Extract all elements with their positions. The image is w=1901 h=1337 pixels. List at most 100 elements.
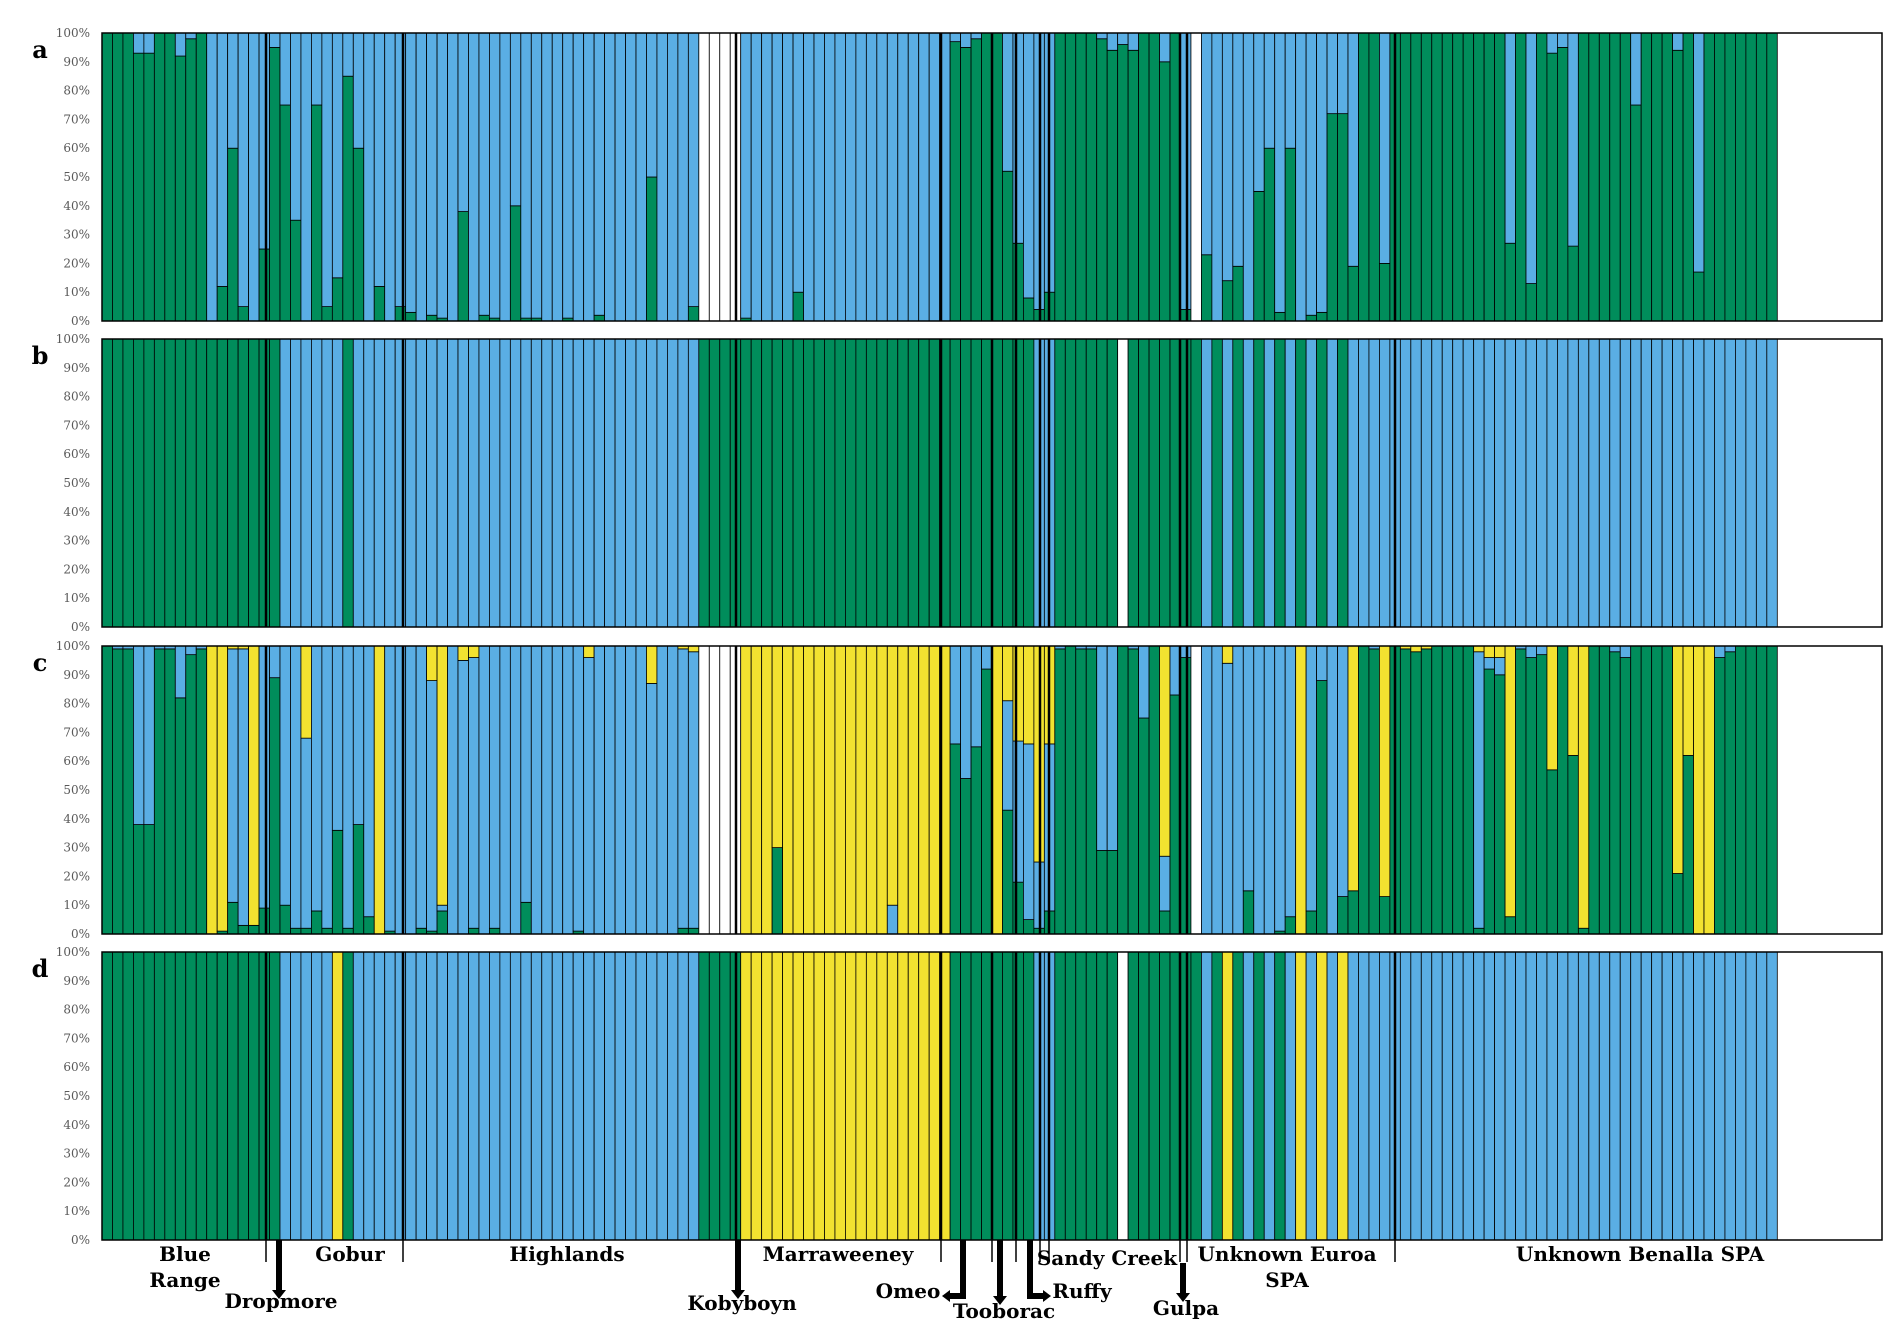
- bar-segment-green: [227, 338, 239, 628]
- bar-segment-blue: [1012, 32, 1024, 244]
- bar-segment-blue: [331, 32, 344, 279]
- bar-segment-blue: [1274, 645, 1286, 932]
- population-label: Gulpa: [1153, 1296, 1219, 1320]
- bar-segment-blue: [1201, 338, 1213, 628]
- bar-segment-green: [1148, 32, 1160, 322]
- bar-segment-blue: [342, 32, 354, 77]
- bar-segment-blue: [133, 32, 145, 54]
- bar-segment-blue: [1337, 645, 1349, 897]
- bar-segment-blue: [1494, 338, 1506, 628]
- bar-segment-blue: [1609, 951, 1621, 1241]
- bar-segment-blue: [1577, 951, 1590, 1241]
- bar-segment-green: [761, 338, 773, 628]
- bar-segment-blue: [1263, 32, 1276, 149]
- bar-segment-blue: [405, 951, 417, 1241]
- bar-segment-blue: [499, 32, 511, 322]
- bar-segment-yellow: [845, 645, 857, 935]
- bar-segment-green: [478, 314, 490, 322]
- y-tick-label: 10%: [63, 898, 90, 912]
- bar-segment-green: [1494, 674, 1506, 935]
- y-tick-label: 100%: [56, 26, 90, 40]
- bar-segment-green: [1127, 49, 1139, 322]
- bar-segment-green: [876, 338, 888, 628]
- bar-segment-green: [352, 824, 365, 935]
- bar-segment-blue: [1557, 338, 1569, 628]
- bar-segment-yellow: [782, 951, 794, 1241]
- y-tick-label: 30%: [63, 228, 90, 242]
- bar-segment-blue: [1326, 645, 1338, 935]
- y-tick-label: 70%: [63, 725, 90, 739]
- bar-segment-green: [269, 338, 281, 628]
- bar-segment-blue: [1494, 657, 1506, 676]
- bar-segment-blue: [604, 645, 616, 935]
- y-tick-label: 40%: [63, 199, 90, 213]
- bar-segment-blue: [1483, 951, 1495, 1241]
- bar-segment-yellow: [1504, 645, 1516, 918]
- bar-segment-blue: [1305, 951, 1317, 1241]
- bar-segment-green: [1368, 32, 1380, 322]
- bar-segment-blue: [687, 32, 700, 308]
- bar-segment-blue: [1305, 32, 1317, 316]
- population-label: Kobyboyn: [687, 1291, 797, 1315]
- bar-segment-blue: [1473, 951, 1485, 1241]
- bar-segment-green: [1347, 890, 1359, 935]
- bar-segment-blue: [1379, 951, 1391, 1241]
- bar-segment-green: [1211, 338, 1223, 628]
- bar-segment-blue: [1672, 951, 1684, 1241]
- bar-segment-green: [687, 306, 700, 322]
- bar-segment-blue: [1106, 32, 1119, 51]
- bar-segment-green: [1305, 910, 1317, 935]
- bar-segment-green: [143, 951, 155, 1241]
- bar-segment-green: [1075, 648, 1087, 935]
- bar-segment-blue: [1693, 951, 1705, 1241]
- bar-segment-green: [1023, 338, 1035, 628]
- bar-segment-blue: [520, 32, 532, 319]
- y-tick-label: 0%: [71, 927, 90, 941]
- bar-segment-blue: [1201, 645, 1213, 935]
- bar-segment-yellow: [1473, 645, 1485, 653]
- bar-segment-blue: [1483, 657, 1495, 670]
- bar-segment-blue: [311, 32, 323, 106]
- bar-segment-blue: [824, 32, 836, 322]
- bar-segment-green: [1012, 951, 1024, 1241]
- y-tick-label: 70%: [63, 112, 90, 126]
- bar-segment-blue: [426, 951, 438, 1241]
- bar-segment-blue: [300, 338, 312, 628]
- bar-segment-blue: [279, 32, 291, 106]
- bar-segment-blue: [384, 951, 396, 1241]
- bar-segment-blue: [1295, 32, 1307, 322]
- bar-segment-blue: [1525, 645, 1537, 658]
- bar-segment-green: [237, 924, 249, 935]
- bar-segment-green: [771, 847, 783, 935]
- bar-segment-green: [1640, 32, 1653, 322]
- bar-segment-blue: [331, 338, 344, 628]
- panel-b: b 100% 90% 80% 70% 60% 50% 40% 30% 20% 10% 0%: [32, 332, 1883, 634]
- bar-segment-blue: [258, 32, 270, 250]
- bar-segment-blue: [206, 32, 218, 322]
- bar-segment-green: [174, 338, 187, 628]
- arrowhead-icon: [942, 1290, 950, 1302]
- bar-segment-green: [1651, 645, 1663, 935]
- bar-segment-green: [687, 927, 700, 935]
- bar-segment-green: [227, 147, 239, 322]
- y-tick-label: 10%: [63, 285, 90, 299]
- y-tick-label: 0%: [71, 314, 90, 328]
- bar-segment-yellow: [216, 645, 229, 932]
- bar-segment-blue: [489, 32, 501, 319]
- bar-segment-yellow: [426, 645, 438, 681]
- bar-segment-green: [1085, 951, 1098, 1241]
- bar-segment-blue: [1598, 338, 1611, 628]
- bar-segment-green: [1138, 717, 1150, 935]
- bar-segment-blue: [646, 683, 658, 935]
- bar-segment-green: [1410, 32, 1422, 322]
- bar-segment-blue: [1358, 951, 1370, 1241]
- bar-segment-blue: [185, 32, 197, 40]
- bar-segment-blue: [311, 338, 323, 628]
- bar-segment-green: [185, 654, 197, 935]
- y-tick-label: 90%: [63, 974, 90, 988]
- bar-segment-yellow: [1546, 645, 1558, 771]
- bar-segment-green: [1138, 32, 1150, 322]
- bar-segment-blue: [1326, 951, 1338, 1241]
- population-label: Ruffy: [1052, 1279, 1113, 1303]
- y-tick-label: 100%: [56, 332, 90, 346]
